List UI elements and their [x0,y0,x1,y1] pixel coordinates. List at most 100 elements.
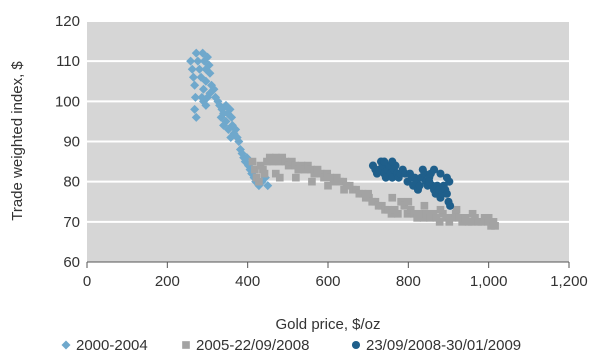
data-point [384,205,393,214]
data-point [316,169,325,178]
data-point [397,197,405,206]
data-point [304,161,312,170]
data-point [284,161,293,170]
data-point [307,165,315,174]
data-point [480,213,489,222]
data-point [268,157,277,166]
data-point [458,218,466,226]
data-point [340,185,348,194]
data-point [234,137,244,146]
y-tick-label: 90 [63,134,80,151]
data-point [416,209,425,218]
data-point [468,209,477,218]
data-point [203,52,212,62]
data-point [484,218,492,226]
data-point [471,213,479,222]
data-point [455,213,463,222]
data-point [467,218,476,226]
data-point [435,218,444,226]
x-tick-label: 0 [83,273,91,290]
data-point [425,177,434,186]
data-point [436,205,445,214]
x-tick-label: 1,200 [550,273,588,290]
data-point [339,177,348,186]
data-point [388,193,397,202]
data-point [426,213,434,222]
data-point [489,218,498,226]
data-point [377,201,386,210]
data-point [390,205,399,214]
data-point [201,76,211,86]
data-point [404,197,413,206]
data-point [256,161,265,170]
x-tick-label: 400 [235,273,260,290]
data-point [275,157,283,166]
data-point [345,181,354,190]
data-point [260,169,269,178]
data-point [333,173,341,182]
data-point [294,165,303,174]
data-point [227,112,237,122]
data-point [387,209,396,218]
data-point [429,209,438,218]
data-point [204,60,214,70]
data-point [442,213,450,222]
data-point [198,84,208,94]
data-point [205,68,215,78]
data-point [451,209,460,218]
y-tick-label: 120 [55,13,80,30]
data-point [308,177,316,186]
data-point [310,169,319,178]
data-point [452,205,461,214]
legend-marker [351,340,361,350]
data-point [191,48,201,58]
data-point [193,56,203,66]
data-point [352,185,360,194]
data-point [406,205,415,214]
data-point [297,161,306,170]
data-point [225,104,235,114]
data-point [275,173,284,182]
data-point [448,213,457,222]
data-point [300,165,309,174]
legend-label: 23/09/2008-30/01/2009 [366,337,521,354]
data-point [420,201,429,210]
legend-marker [182,341,190,349]
data-point [461,213,470,222]
series-square [248,153,499,230]
x-axis-label: Gold price, $/oz [275,316,380,333]
data-point [259,165,267,174]
data-point [248,157,257,166]
data-point [281,157,290,166]
data-point [271,153,280,162]
y-tick-label: 60 [63,254,80,271]
data-point [194,64,204,74]
data-point [187,64,197,74]
data-point [445,177,454,186]
x-tick-label: 800 [396,273,421,290]
legend: 2000-2004 2005-22/09/2008 23/09/2008-30/01… [61,337,521,354]
data-point [326,173,335,182]
data-point [271,169,280,178]
data-point [329,177,338,186]
data-point [292,173,300,182]
data-point [323,169,332,178]
data-point [429,165,439,174]
data-point [491,222,499,230]
data-point [209,84,219,94]
data-point [231,124,241,134]
data-point [263,181,273,191]
data-point [439,209,447,218]
data-point [219,120,229,130]
legend-label: 2000-2004 [76,337,148,354]
x-tick-label: 600 [315,273,340,290]
x-axis-ticks: 0 200 400 600 800 1,000 1,200 [83,261,588,290]
data-point [413,213,421,222]
legend-label: 2005-22/09/2008 [196,337,309,354]
data-point [415,181,424,190]
series-circle [368,157,455,210]
data-point [364,189,372,198]
data-point [365,193,373,202]
data-point [188,72,198,82]
